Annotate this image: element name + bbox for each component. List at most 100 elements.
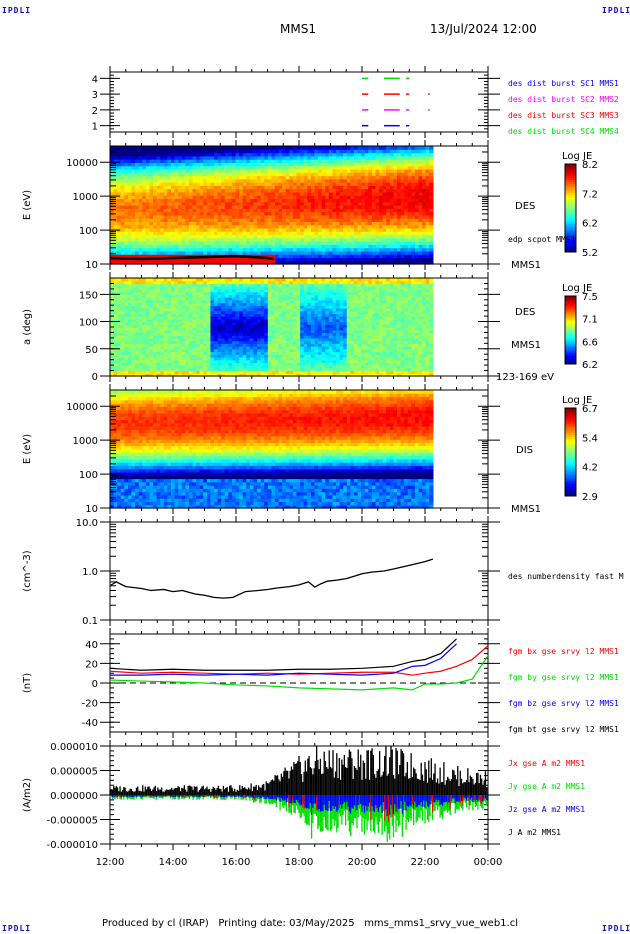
heatmap-cell bbox=[231, 283, 237, 287]
heatmap-cell bbox=[206, 359, 212, 363]
heatmap-cell bbox=[210, 221, 215, 226]
heatmap-cell bbox=[153, 362, 158, 366]
heatmap-cell bbox=[196, 313, 201, 317]
heatmap-cell bbox=[285, 155, 290, 160]
heatmap-cell bbox=[249, 201, 255, 206]
heatmap-cell bbox=[210, 318, 215, 323]
heatmap-cell bbox=[110, 247, 115, 252]
heatmap-cell bbox=[224, 146, 229, 150]
heatmap-cell bbox=[149, 247, 154, 252]
heatmap-cell bbox=[170, 211, 176, 216]
heatmap-cell bbox=[296, 231, 301, 236]
heatmap-cell bbox=[185, 348, 190, 353]
heatmap-cell bbox=[228, 247, 233, 252]
heatmap-cell bbox=[364, 168, 369, 173]
heatmap-cell bbox=[397, 172, 402, 177]
corner-label-top-left: IPDLI bbox=[2, 6, 32, 15]
heatmap-cell bbox=[267, 224, 273, 229]
heatmap-cell bbox=[117, 159, 122, 163]
heatmap-cell bbox=[429, 172, 434, 177]
heatmap-cell bbox=[397, 191, 402, 196]
heatmap-cell bbox=[192, 329, 197, 334]
heatmap-cell bbox=[228, 152, 233, 157]
heatmap-cell bbox=[318, 168, 323, 173]
heatmap-cell bbox=[149, 234, 154, 239]
heatmap-cell bbox=[271, 214, 276, 219]
heatmap-cell bbox=[196, 373, 201, 377]
heatmap-cell bbox=[325, 244, 330, 249]
heatmap-cell bbox=[289, 224, 294, 229]
heatmap-cell bbox=[135, 305, 140, 309]
heatmap-cell bbox=[318, 208, 323, 213]
heatmap-cell bbox=[368, 191, 373, 196]
heatmap-cell bbox=[131, 247, 136, 252]
heatmap-cell bbox=[242, 191, 247, 196]
heatmap-cell bbox=[386, 191, 391, 196]
heatmap-cell bbox=[142, 168, 147, 173]
heatmap-cell bbox=[127, 195, 133, 200]
heatmap-cell bbox=[224, 205, 229, 209]
heatmap-cell bbox=[181, 327, 186, 331]
heatmap-cell bbox=[282, 231, 287, 236]
heatmap-cell bbox=[353, 250, 359, 255]
heatmap-cell bbox=[156, 185, 161, 190]
heatmap-cell bbox=[160, 172, 165, 177]
heatmap-cell bbox=[364, 260, 369, 265]
heatmap-cell bbox=[364, 208, 369, 213]
heatmap-cell bbox=[397, 185, 402, 190]
heatmap-cell bbox=[206, 351, 212, 355]
heatmap-cell bbox=[332, 254, 337, 259]
heatmap-cell bbox=[138, 346, 143, 350]
heatmap-cell bbox=[361, 211, 366, 216]
heatmap-cell bbox=[170, 224, 176, 229]
heatmap-cell bbox=[131, 201, 136, 206]
heatmap-cell bbox=[131, 224, 136, 229]
heatmap-cell bbox=[206, 198, 212, 203]
heatmap-cell bbox=[300, 205, 305, 209]
heatmap-cell bbox=[203, 302, 208, 306]
heatmap-cell bbox=[110, 168, 115, 173]
heatmap-cell bbox=[282, 195, 287, 200]
heatmap-cell bbox=[429, 260, 434, 265]
heatmap-cell bbox=[224, 307, 229, 312]
heatmap-cell bbox=[138, 335, 143, 339]
heatmap-cell bbox=[160, 191, 165, 196]
heatmap-cell bbox=[386, 162, 391, 167]
heatmap-cell bbox=[170, 288, 176, 293]
heatmap-cell bbox=[135, 367, 140, 372]
heatmap-cell bbox=[368, 149, 373, 154]
heatmap-cell bbox=[425, 241, 430, 245]
heatmap-cell bbox=[178, 318, 183, 323]
heatmap-cell bbox=[350, 208, 355, 213]
heatmap-cell bbox=[253, 172, 258, 177]
heatmap-cell bbox=[221, 244, 226, 249]
heatmap-cell bbox=[192, 286, 197, 290]
heatmap-cell bbox=[185, 172, 190, 177]
heatmap-cell bbox=[185, 231, 190, 236]
heatmap-cell bbox=[285, 208, 290, 213]
heatmap-cell bbox=[174, 286, 179, 290]
heatmap-cell bbox=[203, 294, 208, 298]
heatmap-cell bbox=[174, 168, 179, 173]
heatmap-cell bbox=[253, 351, 258, 355]
heatmap-cell bbox=[275, 159, 280, 163]
heatmap-cell bbox=[170, 291, 176, 295]
heatmap-cell bbox=[242, 318, 247, 323]
heatmap-cell bbox=[181, 302, 186, 306]
heatmap-cell bbox=[404, 165, 409, 170]
heatmap-cell bbox=[210, 195, 215, 200]
heatmap-cell bbox=[328, 247, 334, 252]
heatmap-cell bbox=[325, 231, 330, 236]
heatmap-cell bbox=[199, 337, 204, 342]
heatmap-cell bbox=[422, 165, 427, 170]
heatmap-cell bbox=[267, 178, 273, 183]
heatmap-cell bbox=[124, 359, 129, 363]
heatmap-cell bbox=[153, 307, 158, 312]
heatmap-cell bbox=[314, 231, 319, 236]
heatmap-cell bbox=[135, 254, 140, 259]
heatmap-cell bbox=[239, 362, 244, 366]
heatmap-cell bbox=[264, 227, 269, 232]
heatmap-cell bbox=[400, 231, 405, 236]
heatmap-cell bbox=[196, 205, 201, 209]
heatmap-cell bbox=[181, 346, 186, 350]
